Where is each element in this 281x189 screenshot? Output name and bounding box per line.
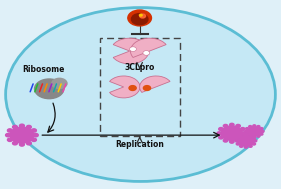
- Circle shape: [26, 142, 31, 145]
- Circle shape: [244, 130, 248, 132]
- Circle shape: [13, 125, 17, 129]
- Circle shape: [31, 129, 37, 132]
- Circle shape: [236, 139, 240, 142]
- Wedge shape: [140, 76, 170, 92]
- Circle shape: [7, 129, 12, 132]
- Circle shape: [130, 47, 136, 51]
- Circle shape: [260, 133, 263, 135]
- Circle shape: [139, 14, 142, 16]
- Circle shape: [241, 136, 245, 139]
- Text: Ribosome: Ribosome: [22, 65, 65, 74]
- Circle shape: [128, 10, 151, 26]
- Circle shape: [249, 145, 252, 147]
- Circle shape: [143, 86, 151, 91]
- Circle shape: [240, 145, 243, 147]
- Circle shape: [33, 133, 38, 137]
- Circle shape: [261, 130, 264, 132]
- Circle shape: [249, 134, 252, 136]
- Circle shape: [236, 143, 239, 145]
- Circle shape: [241, 128, 245, 131]
- Circle shape: [246, 133, 249, 135]
- Circle shape: [240, 134, 243, 136]
- Text: 3CLpro: 3CLpro: [124, 63, 155, 72]
- Circle shape: [221, 126, 243, 140]
- Circle shape: [242, 132, 247, 135]
- Circle shape: [249, 135, 251, 137]
- Circle shape: [230, 123, 234, 126]
- Circle shape: [140, 14, 146, 18]
- Circle shape: [252, 137, 255, 139]
- Text: Replication: Replication: [115, 140, 164, 149]
- Circle shape: [253, 136, 256, 138]
- Circle shape: [253, 140, 257, 142]
- Circle shape: [223, 139, 228, 142]
- Wedge shape: [110, 76, 140, 98]
- Circle shape: [249, 125, 251, 128]
- Bar: [100, 38, 180, 136]
- Circle shape: [246, 128, 249, 130]
- Circle shape: [129, 86, 136, 91]
- Circle shape: [244, 146, 248, 148]
- Circle shape: [19, 143, 24, 146]
- Circle shape: [217, 132, 221, 135]
- Circle shape: [143, 51, 150, 55]
- Circle shape: [7, 138, 12, 141]
- Wedge shape: [113, 38, 149, 64]
- Circle shape: [257, 125, 260, 128]
- Circle shape: [252, 143, 255, 145]
- Circle shape: [247, 127, 261, 136]
- Circle shape: [219, 128, 223, 131]
- Circle shape: [253, 125, 256, 127]
- Wedge shape: [130, 38, 166, 57]
- Circle shape: [244, 133, 248, 136]
- Circle shape: [132, 14, 148, 25]
- Circle shape: [13, 142, 17, 145]
- Circle shape: [236, 137, 239, 139]
- Circle shape: [223, 124, 228, 127]
- Circle shape: [52, 78, 67, 88]
- Circle shape: [230, 140, 234, 143]
- Circle shape: [26, 125, 31, 129]
- Circle shape: [31, 138, 37, 141]
- Circle shape: [19, 124, 24, 127]
- Circle shape: [10, 127, 34, 143]
- Circle shape: [238, 136, 254, 146]
- Circle shape: [6, 133, 10, 137]
- Circle shape: [257, 135, 260, 137]
- Circle shape: [35, 79, 64, 99]
- Circle shape: [260, 128, 263, 130]
- Circle shape: [219, 136, 223, 139]
- Circle shape: [236, 124, 240, 127]
- Ellipse shape: [6, 8, 275, 181]
- Circle shape: [235, 140, 238, 142]
